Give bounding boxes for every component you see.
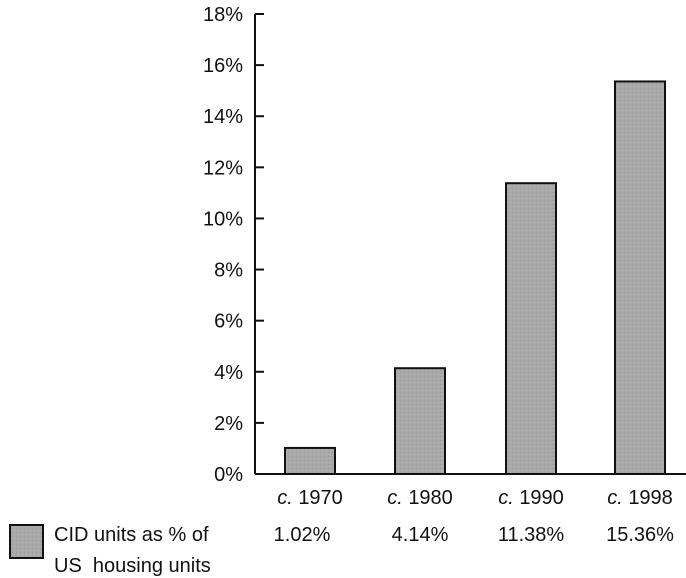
legend-label-line-2: US housing units xyxy=(54,555,211,577)
legend: CID units as % of US housing units xyxy=(9,524,211,577)
value-labels: 1.02% 4.14% 11.38% 15.36% xyxy=(274,524,674,546)
category-label-1970: c. 1970 xyxy=(277,487,343,509)
category-labels: c. 1970 c. 1980 c. 1990 c. 1998 xyxy=(277,487,673,509)
bar-1990 xyxy=(505,182,557,476)
y-tick-label: 18% xyxy=(203,4,243,26)
value-label-1970: 1.02% xyxy=(274,524,331,546)
legend-swatch xyxy=(9,524,44,559)
axis-layer: 0% 2% 4% 6% 8% 10% 12% 14% 16% 18% xyxy=(203,4,686,486)
value-label-1990: 11.38% xyxy=(498,524,565,546)
bar-1998 xyxy=(614,80,666,475)
value-label-1980: 4.14% xyxy=(392,524,449,546)
y-tick-label: 2% xyxy=(214,413,243,435)
legend-label-line-1: CID units as % of xyxy=(54,524,209,546)
y-tick-label: 8% xyxy=(214,260,243,282)
category-label-1980: c. 1980 xyxy=(387,487,453,509)
y-tick-label: 4% xyxy=(214,362,243,384)
bars-layer xyxy=(284,80,666,476)
y-tick-label: 0% xyxy=(214,464,243,486)
category-label-1998: c. 1998 xyxy=(607,487,673,509)
bar-1980 xyxy=(394,367,446,476)
y-tick-label: 6% xyxy=(214,311,243,333)
value-label-1998: 15.36% xyxy=(606,524,674,546)
bar-1970 xyxy=(284,446,336,475)
y-tick-label: 10% xyxy=(203,208,243,230)
category-label-1990: c. 1990 xyxy=(498,487,564,509)
y-tick-label: 12% xyxy=(203,157,243,179)
y-tick-label: 16% xyxy=(203,55,243,77)
y-tick-label: 14% xyxy=(203,106,243,128)
